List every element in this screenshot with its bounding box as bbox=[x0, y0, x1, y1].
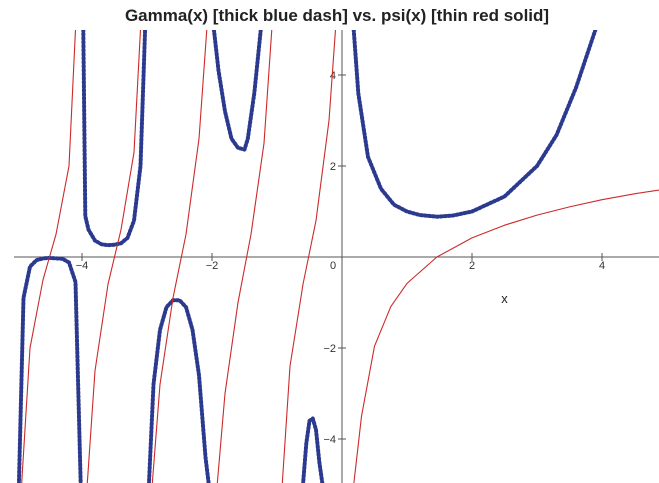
psi-series-branch-5 bbox=[281, 30, 337, 483]
psi-series-branch-3 bbox=[151, 30, 208, 483]
y-tick-label: −2 bbox=[323, 343, 336, 355]
x-tick-label: 4 bbox=[599, 260, 605, 272]
y-tick-label: 2 bbox=[330, 161, 336, 173]
psi-series-branch-1 bbox=[21, 30, 77, 483]
y-tick-label: −4 bbox=[323, 434, 336, 446]
gamma-series-branch-2 bbox=[81, 30, 148, 248]
gamma-series-branch-6 bbox=[351, 30, 598, 219]
gamma-series-branch-4 bbox=[211, 30, 263, 152]
chart-title: Gamma(x) [thick blue dash] vs. psi(x) [t… bbox=[125, 6, 549, 25]
x-tick-label: 2 bbox=[469, 260, 475, 272]
psi-series-branch-6 bbox=[353, 189, 659, 483]
x-tick-label: −2 bbox=[206, 260, 219, 272]
plot-area: −4 −2 0 2 4 −4 −2 2 4 x bbox=[14, 30, 659, 483]
psi-series-branch-2 bbox=[86, 30, 142, 483]
y-tick-label: 4 bbox=[330, 70, 336, 82]
psi-series-branch-4 bbox=[216, 30, 273, 483]
x-axis-label: x bbox=[501, 291, 508, 306]
x-tick-label: −4 bbox=[76, 260, 89, 272]
gamma-series-branch-5 bbox=[301, 416, 325, 483]
gamma-series-branch-3 bbox=[146, 298, 211, 483]
x-tick-label: 0 bbox=[330, 260, 336, 272]
